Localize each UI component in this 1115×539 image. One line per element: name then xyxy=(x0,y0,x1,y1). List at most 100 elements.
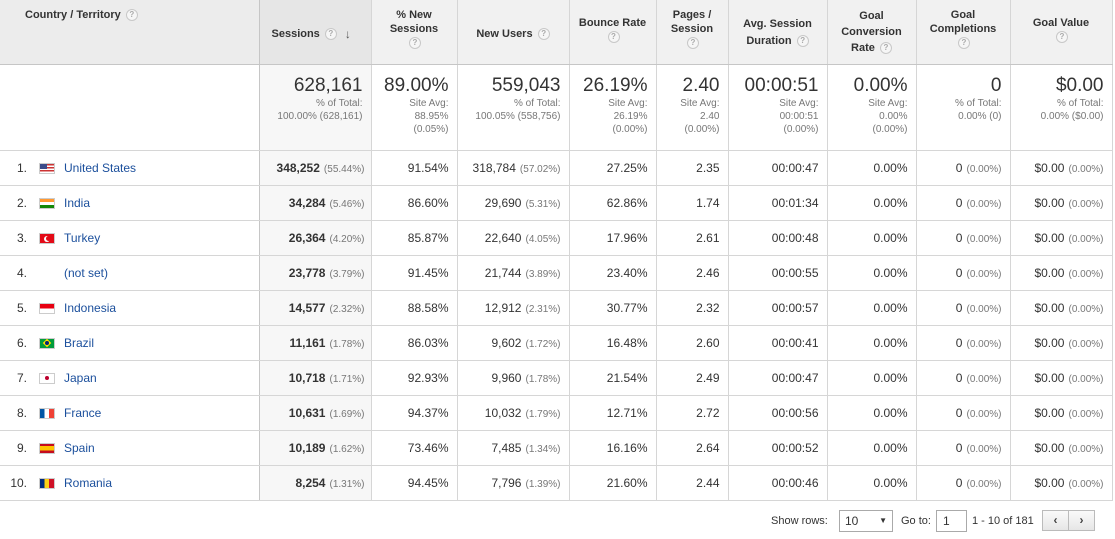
country-link[interactable]: Indonesia xyxy=(64,300,117,315)
country-link[interactable]: Japan xyxy=(64,370,97,385)
sessions-pct: (1.78%) xyxy=(329,338,365,350)
avg-session-duration-cell: 00:00:56 xyxy=(728,395,828,431)
bounce-rate-value: 17.96% xyxy=(606,230,648,245)
new-users-pct: (4.05%) xyxy=(525,233,561,245)
total-sub: % of Total: xyxy=(954,97,1002,109)
help-icon[interactable]: ? xyxy=(796,35,809,48)
sessions-cell: 348,252 (55.44%) xyxy=(259,150,372,186)
total-value: 0.00% xyxy=(853,74,908,96)
country-link[interactable]: Brazil xyxy=(64,335,95,350)
new-users-cell: 21,744 (3.89%) xyxy=(457,255,570,291)
goal-completions-cell: 0 (0.00%) xyxy=(916,360,1011,396)
goal-completions-value: 0 xyxy=(955,195,963,210)
table-row: 6. Brazil 11,161 (1.78%) 86.03% 9,602 (1.72… xyxy=(0,325,1113,361)
goal-conversion-rate-cell: 0.00% xyxy=(827,220,917,256)
new-users-value: 21,744 xyxy=(484,265,522,280)
help-icon[interactable]: ? xyxy=(125,9,138,22)
total-value: $0.00 xyxy=(1055,74,1104,96)
avg-session-duration-cell: 00:00:46 xyxy=(728,465,828,501)
goal-value-cell: $0.00 (0.00%) xyxy=(1010,185,1113,221)
pct-new-sessions-value: 86.60% xyxy=(407,195,449,210)
help-icon[interactable]: ? xyxy=(958,37,970,50)
country-link[interactable]: United States xyxy=(64,160,137,175)
show-rows-select[interactable]: 10 ▼ xyxy=(839,510,893,532)
new-users-value: 22,640 xyxy=(484,230,522,245)
goal-value-value: $0.00 xyxy=(1034,475,1065,490)
goal-conversion-rate-cell: 0.00% xyxy=(827,290,917,326)
country-link[interactable]: France xyxy=(64,405,102,420)
new-users-cell: 7,796 (1.39%) xyxy=(457,465,570,501)
sessions-value: 348,252 xyxy=(276,160,320,175)
goal-completions-value: 0 xyxy=(955,405,963,420)
header-goal-value[interactable]: Goal Value? xyxy=(1010,0,1113,65)
help-icon[interactable]: ? xyxy=(879,42,892,55)
pct-new-sessions-cell: 91.45% xyxy=(371,255,458,291)
header-new-users-label: New Users xyxy=(476,28,533,40)
sort-descending-icon[interactable]: ↓ xyxy=(344,27,351,42)
bounce-rate-value: 16.16% xyxy=(606,440,648,455)
header-pct-new-sessions[interactable]: % New Sessions? xyxy=(371,0,458,65)
goal-completions-value: 0 xyxy=(955,370,963,385)
goal-value-value: $0.00 xyxy=(1034,440,1065,455)
goal-value-value: $0.00 xyxy=(1034,230,1065,245)
goal-value-cell: $0.00 (0.00%) xyxy=(1010,465,1113,501)
country-cell: 5. Indonesia xyxy=(0,290,260,326)
help-icon[interactable]: ? xyxy=(1056,31,1068,44)
goal-conversion-rate-value: 0.00% xyxy=(873,300,908,315)
help-icon[interactable]: ? xyxy=(537,28,550,41)
pages-session-value: 2.72 xyxy=(696,405,720,420)
avg-session-duration-cell: 00:00:48 xyxy=(728,220,828,256)
goal-value-cell: $0.00 (0.00%) xyxy=(1010,150,1113,186)
sessions-value: 26,364 xyxy=(288,230,326,245)
goto-input[interactable]: 1 xyxy=(936,510,967,532)
bounce-rate-value: 21.60% xyxy=(606,475,648,490)
goal-completions-pct: (0.00%) xyxy=(966,373,1002,385)
help-icon[interactable]: ? xyxy=(409,37,421,50)
header-goal-conversion-rate[interactable]: Goal Conversion Rate ? xyxy=(827,0,917,65)
country-link[interactable]: India xyxy=(64,195,91,210)
goal-completions-value: 0 xyxy=(955,265,963,280)
new-users-cell: 10,032 (1.79%) xyxy=(457,395,570,431)
pages-session-cell: 2.61 xyxy=(656,220,729,256)
total-pages-session: 2.40 Site Avg: 2.40 (0.00%) xyxy=(656,64,729,151)
header-avg-session-duration[interactable]: Avg. Session Duration ? xyxy=(728,0,828,65)
sessions-value: 11,161 xyxy=(289,335,326,350)
header-goal-completions[interactable]: Goal Completions? xyxy=(916,0,1011,65)
header-pct-new-sessions-label: % New Sessions xyxy=(389,9,439,35)
goal-value-cell: $0.00 (0.00%) xyxy=(1010,290,1113,326)
header-pages-session[interactable]: Pages / Session? xyxy=(656,0,729,65)
row-index: 8. xyxy=(16,405,27,420)
row-index: 10. xyxy=(10,475,27,490)
country-link[interactable]: (not set) xyxy=(64,265,109,280)
total-bounce-rate: 26.19% Site Avg: 26.19% (0.00%) xyxy=(569,64,657,151)
help-icon[interactable]: ? xyxy=(687,37,699,50)
header-sessions[interactable]: Sessions ? ↓ xyxy=(259,0,372,65)
help-icon[interactable]: ? xyxy=(324,28,337,41)
header-country[interactable]: Country / Territory ? xyxy=(0,0,260,65)
goal-conversion-rate-value: 0.00% xyxy=(873,230,908,245)
header-goal-value-label: Goal Value xyxy=(1032,17,1090,29)
bounce-rate-cell: 23.40% xyxy=(569,255,657,291)
help-icon[interactable]: ? xyxy=(607,31,620,44)
header-bounce-rate[interactable]: Bounce Rate? xyxy=(569,0,657,65)
total-sub: 0.00% xyxy=(879,110,908,122)
header-new-users[interactable]: New Users ? xyxy=(457,0,570,65)
totals-row: 628,161% of Total: 100.00% (628,161) 89.0… xyxy=(0,64,1113,151)
goal-value-pct: (0.00%) xyxy=(1068,408,1104,420)
country-link[interactable]: Turkey xyxy=(64,230,101,245)
prev-page-button[interactable]: ‹ xyxy=(1042,510,1069,531)
pages-session-value: 2.49 xyxy=(696,370,720,385)
country-link[interactable]: Romania xyxy=(64,475,113,490)
pct-new-sessions-cell: 91.54% xyxy=(371,150,458,186)
goal-completions-cell: 0 (0.00%) xyxy=(916,395,1011,431)
next-page-button[interactable]: › xyxy=(1068,510,1095,531)
table-row: 10. Romania 8,254 (1.31%) 94.45% 7,796 (1.3… xyxy=(0,465,1113,501)
country-link[interactable]: Spain xyxy=(64,440,95,455)
row-index: 5. xyxy=(16,300,27,315)
pct-new-sessions-value: 92.93% xyxy=(407,370,449,385)
total-sub: 0.00% ($0.00) xyxy=(1040,110,1104,122)
header-row: Country / Territory ? Sessions ? ↓ % New … xyxy=(0,0,1113,65)
goal-conversion-rate-cell: 0.00% xyxy=(827,255,917,291)
pct-new-sessions-cell: 86.60% xyxy=(371,185,458,221)
sessions-pct: (5.46%) xyxy=(329,198,365,210)
